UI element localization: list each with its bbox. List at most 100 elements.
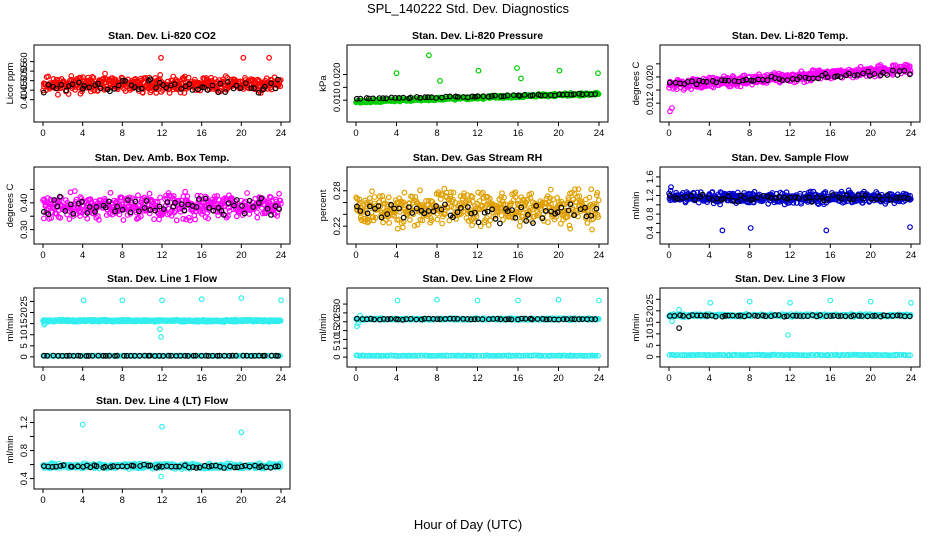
- data-point: [248, 353, 255, 359]
- data-point: [504, 92, 511, 99]
- data-point: [222, 89, 229, 95]
- data-point: [86, 84, 93, 91]
- data-point: [796, 74, 803, 80]
- data-point: [464, 204, 471, 210]
- data-point: [274, 213, 281, 219]
- data-point: [180, 193, 187, 200]
- series-2: [666, 67, 913, 88]
- data-point: [214, 352, 221, 359]
- data-point: [514, 65, 520, 71]
- data-point: [802, 195, 809, 202]
- x-tick-label: 4: [80, 250, 85, 261]
- data-point: [53, 85, 60, 92]
- data-point: [593, 201, 599, 208]
- data-point: [846, 70, 852, 77]
- x-tick-label: 0: [40, 128, 45, 139]
- data-point: [561, 352, 568, 359]
- data-point: [851, 72, 858, 79]
- data-point: [703, 78, 710, 85]
- data-point: [51, 197, 57, 203]
- data-point: [693, 81, 700, 88]
- data-point: [509, 207, 515, 214]
- x-tick-label: 0: [353, 128, 358, 139]
- data-point: [433, 203, 440, 210]
- figure-title: SPL_140222 Std. Dev. Diagnostics: [366, 1, 570, 16]
- data-point: [40, 208, 47, 215]
- data-point: [54, 203, 61, 210]
- data-point: [399, 316, 406, 323]
- data-point: [396, 216, 402, 223]
- series-group: [40, 54, 284, 98]
- data-point: [400, 224, 406, 231]
- data-point: [595, 316, 602, 322]
- data-point: [157, 194, 164, 201]
- data-point: [584, 219, 591, 226]
- data-point: [277, 77, 284, 83]
- data-point: [548, 352, 554, 359]
- data-point: [55, 91, 61, 98]
- data-point: [372, 214, 379, 221]
- x-tick-label: 4: [394, 373, 399, 384]
- data-point: [710, 84, 717, 91]
- data-point: [156, 203, 163, 210]
- data-point: [181, 207, 188, 214]
- x-tick-label: 0: [353, 373, 358, 384]
- data-point: [369, 188, 375, 195]
- data-point: [220, 211, 227, 218]
- data-point: [485, 93, 492, 100]
- data-point: [438, 206, 445, 213]
- data-point: [447, 352, 454, 359]
- data-point: [367, 203, 373, 210]
- data-point: [198, 296, 205, 303]
- data-point: [233, 197, 240, 203]
- data-point: [471, 316, 478, 323]
- data-point: [67, 201, 74, 208]
- series-2: [40, 76, 281, 96]
- data-point: [434, 316, 441, 323]
- data-point: [572, 186, 578, 193]
- data-point: [135, 192, 141, 199]
- data-point: [694, 189, 701, 196]
- y-tick-label: 5: [645, 343, 656, 348]
- data-point: [231, 202, 237, 209]
- data-point: [42, 320, 48, 327]
- data-point: [122, 78, 128, 84]
- series-1: [353, 185, 602, 233]
- data-point: [57, 193, 63, 200]
- data-point: [441, 185, 448, 192]
- series-group: [353, 296, 602, 359]
- data-point: [460, 193, 467, 200]
- data-point: [95, 80, 101, 87]
- data-point: [450, 189, 457, 196]
- data-point: [443, 93, 449, 100]
- data-point: [210, 201, 217, 208]
- panel-4: Stan. Dev. Amb. Box Temp.degrees C0 4 8 12 1…: [5, 152, 291, 261]
- data-point: [392, 94, 399, 101]
- data-point: [904, 195, 911, 202]
- data-point: [411, 222, 418, 229]
- data-point: [450, 204, 457, 211]
- x-tick-label: 0: [666, 128, 671, 139]
- data-point: [380, 95, 387, 102]
- data-point: [523, 217, 530, 224]
- data-point: [84, 215, 91, 222]
- data-point: [233, 82, 240, 89]
- data-point: [251, 85, 257, 91]
- data-point: [178, 201, 185, 208]
- data-point: [666, 79, 673, 86]
- data-point: [102, 204, 109, 211]
- data-point: [409, 209, 416, 216]
- data-point: [906, 71, 913, 78]
- data-point: [475, 219, 482, 226]
- data-point: [589, 226, 595, 233]
- data-point: [490, 352, 497, 359]
- panel-title: Stan. Dev. Li-820 CO2: [108, 30, 216, 42]
- data-point: [520, 352, 527, 359]
- data-point: [560, 316, 567, 323]
- data-point: [388, 201, 395, 208]
- x-tick-label: 20: [553, 128, 564, 139]
- data-point: [521, 91, 528, 98]
- data-point: [178, 86, 185, 92]
- data-point: [246, 197, 253, 204]
